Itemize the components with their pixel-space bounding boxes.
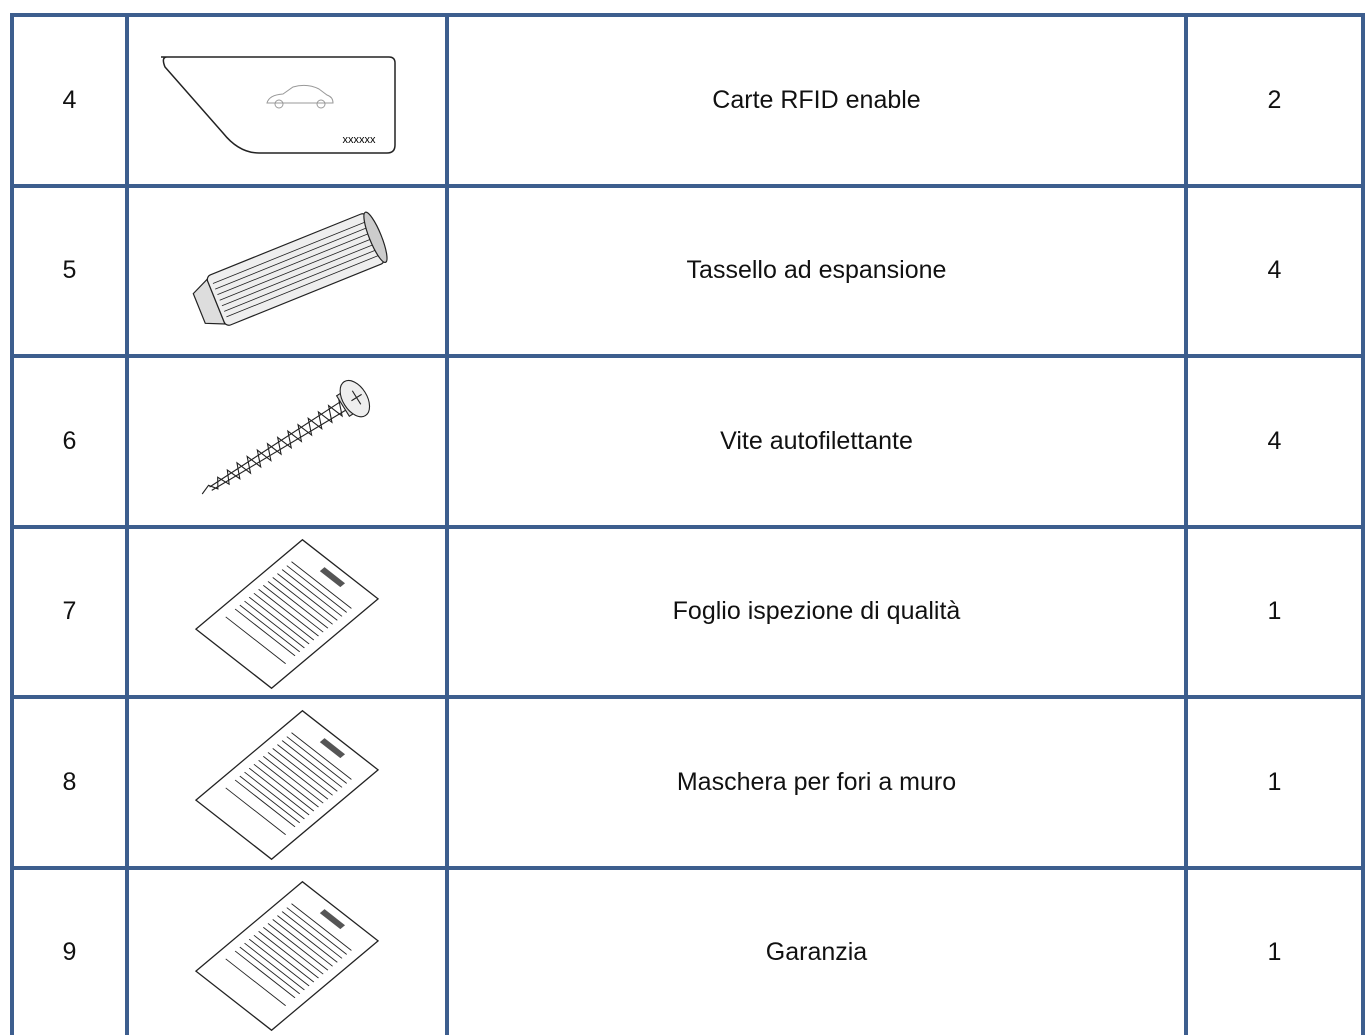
row-border bbox=[12, 183, 1365, 188]
column-border bbox=[445, 13, 449, 1035]
item-number: 9 bbox=[62, 938, 77, 967]
item-description: Foglio ispezione di qualità bbox=[672, 597, 961, 626]
item-quantity: 2 bbox=[1267, 85, 1282, 114]
item-description: Vite autofilettante bbox=[720, 426, 913, 455]
document-icon bbox=[127, 868, 447, 1035]
item-quantity: 4 bbox=[1267, 426, 1282, 455]
item-number: 6 bbox=[62, 426, 77, 455]
item-quantity: 1 bbox=[1267, 938, 1282, 967]
item-number: 4 bbox=[62, 85, 77, 114]
card-label: xxxxxx bbox=[343, 134, 377, 146]
column-border bbox=[10, 13, 14, 1035]
rfid-card-icon: xxxxxx bbox=[161, 56, 396, 154]
column-border bbox=[1361, 13, 1365, 1035]
row-border bbox=[12, 354, 1365, 358]
item-description: Maschera per fori a muro bbox=[676, 767, 957, 796]
item-quantity: 1 bbox=[1267, 597, 1282, 626]
row-border bbox=[12, 524, 1365, 529]
item-quantity: 1 bbox=[1267, 767, 1282, 796]
document-icon bbox=[127, 697, 447, 867]
item-description: Garanzia bbox=[765, 938, 868, 967]
document-icon bbox=[127, 526, 447, 696]
anchor-icon bbox=[192, 211, 388, 326]
item-description: Tassello ad espansione bbox=[686, 256, 947, 285]
column-border bbox=[125, 13, 129, 1035]
item-number: 5 bbox=[62, 256, 77, 285]
row-border bbox=[12, 865, 1365, 870]
item-number: 7 bbox=[62, 597, 77, 626]
row-border bbox=[12, 13, 1365, 17]
column-border bbox=[1184, 13, 1188, 1035]
item-quantity: 4 bbox=[1267, 256, 1282, 285]
row-border bbox=[12, 695, 1365, 699]
item-number: 8 bbox=[62, 767, 77, 796]
item-description: Carte RFID enable bbox=[712, 85, 921, 114]
screw-icon bbox=[201, 379, 371, 495]
